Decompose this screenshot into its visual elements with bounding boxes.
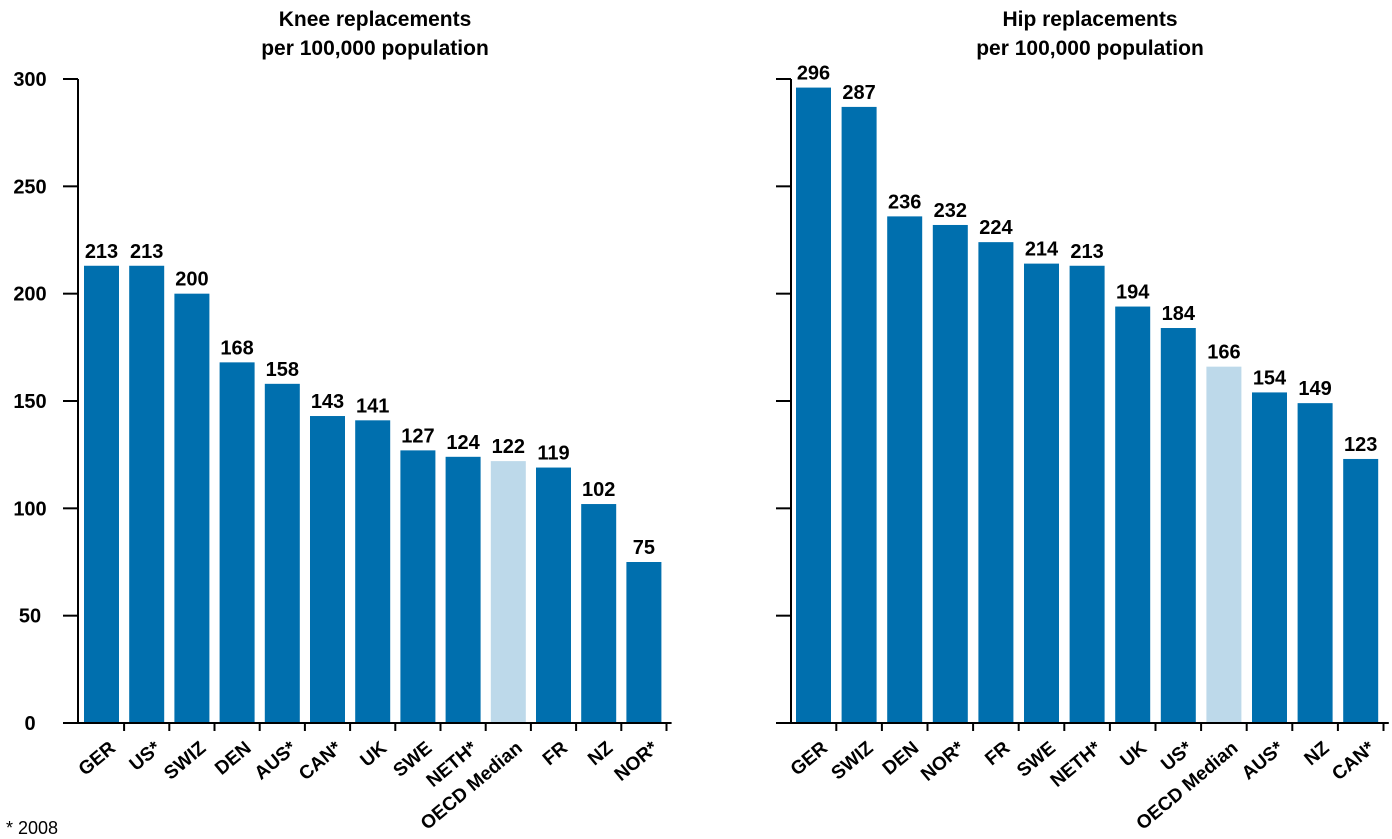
knee-y-tick-label: 100 bbox=[13, 498, 46, 520]
knee-y-tick-label: 0 bbox=[24, 713, 35, 735]
knee-value-label: 213 bbox=[130, 241, 163, 263]
knee-y-tick-label: 250 bbox=[13, 176, 46, 198]
hip-category-label: AUS* bbox=[1238, 737, 1288, 784]
knee-bar bbox=[536, 467, 571, 723]
knee-category-label: UK bbox=[357, 737, 392, 771]
hip-value-label: 296 bbox=[797, 63, 830, 85]
knee-bar bbox=[400, 450, 436, 723]
knee-bar bbox=[310, 416, 345, 723]
hip-bar bbox=[1252, 392, 1287, 723]
hip-value-label: 184 bbox=[1162, 303, 1196, 325]
hip-category-label: UK bbox=[1117, 737, 1152, 771]
knee-value-label: 127 bbox=[401, 425, 434, 447]
knee-y-tick-label: 150 bbox=[13, 391, 46, 413]
knee-category-label: US* bbox=[126, 737, 166, 775]
hip-bar bbox=[1115, 306, 1151, 723]
knee-value-label: 143 bbox=[311, 391, 344, 413]
hip-category-label: FR bbox=[981, 737, 1014, 770]
knee-bar bbox=[84, 265, 119, 723]
hip-category-label: NZ bbox=[1301, 737, 1334, 770]
knee-y-tick-label: 200 bbox=[13, 284, 46, 306]
hip-value-label: 232 bbox=[934, 200, 967, 222]
knee-category-label: FR bbox=[539, 737, 572, 770]
hip-value-label: 194 bbox=[1116, 282, 1150, 304]
hip-bar bbox=[887, 216, 923, 724]
hip-bar bbox=[1206, 366, 1242, 723]
hip-bar bbox=[1160, 328, 1196, 723]
hip-value-label: 224 bbox=[979, 217, 1013, 239]
knee-value-label: 213 bbox=[85, 241, 118, 263]
knee-value-label: 141 bbox=[356, 395, 389, 417]
hip-bar bbox=[932, 224, 968, 723]
hip-value-label: 214 bbox=[1025, 239, 1059, 261]
knee-value-label: 122 bbox=[492, 436, 525, 458]
knee-category-label: NOR* bbox=[611, 737, 663, 785]
hip-value-label: 154 bbox=[1253, 367, 1287, 389]
knee-bar bbox=[219, 362, 255, 723]
hip-category-label: NETH* bbox=[1047, 737, 1106, 791]
knee-bar bbox=[626, 562, 662, 723]
hip-category-label: GER bbox=[787, 737, 832, 780]
hip-value-label: 287 bbox=[842, 82, 875, 104]
knee-category-label: SWIZ bbox=[160, 737, 210, 784]
hip-value-label: 213 bbox=[1070, 241, 1103, 263]
hip-value-label: 149 bbox=[1298, 378, 1331, 400]
hip-category-label: DEN bbox=[879, 738, 923, 780]
knee-bar bbox=[355, 420, 391, 723]
hip-chart-title-line: Hip replacements bbox=[1002, 8, 1177, 31]
hip-bar bbox=[841, 106, 877, 723]
knee-value-label: 168 bbox=[220, 337, 253, 359]
knee-y-tick-label: 300 bbox=[13, 69, 46, 91]
knee-value-label: 200 bbox=[175, 269, 208, 291]
hip-value-label: 236 bbox=[888, 191, 921, 213]
knee-bar bbox=[129, 265, 165, 723]
knee-bar bbox=[445, 456, 481, 723]
knee-chart-title-line: Knee replacements bbox=[279, 8, 472, 31]
hip-bar bbox=[796, 87, 831, 723]
hip-bar bbox=[1343, 458, 1379, 723]
hip-category-label: NOR* bbox=[917, 737, 969, 785]
knee-bar bbox=[174, 293, 210, 723]
knee-category-label: CAN* bbox=[295, 737, 346, 785]
hip-category-label: SWIZ bbox=[828, 737, 878, 784]
footnote: * 2008 bbox=[6, 818, 59, 838]
hip-bar bbox=[1024, 263, 1059, 723]
knee-bar bbox=[581, 504, 617, 723]
hip-value-label: 166 bbox=[1207, 342, 1240, 364]
hip-bar bbox=[978, 242, 1014, 723]
hip-chart-title-line: per 100,000 population bbox=[976, 37, 1204, 60]
knee-chart-title-line: per 100,000 population bbox=[261, 37, 489, 60]
knee-category-label: NZ bbox=[584, 737, 617, 770]
knee-y-tick-label: 50 bbox=[19, 606, 41, 628]
knee-value-label: 75 bbox=[633, 537, 655, 559]
knee-value-label: 124 bbox=[446, 432, 480, 454]
hip-value-label: 123 bbox=[1344, 434, 1377, 456]
knee-category-label: DEN bbox=[211, 738, 255, 780]
knee-value-label: 158 bbox=[266, 359, 299, 381]
knee-category-label: GER bbox=[75, 737, 120, 780]
knee-value-label: 102 bbox=[582, 479, 615, 501]
knee-category-label: AUS* bbox=[251, 737, 301, 784]
knee-bar bbox=[264, 383, 300, 723]
hip-bar bbox=[1069, 265, 1105, 723]
hip-category-label: CAN* bbox=[1328, 737, 1379, 785]
knee-bar bbox=[490, 461, 526, 723]
hip-bar bbox=[1297, 403, 1333, 723]
knee-value-label: 119 bbox=[537, 443, 569, 465]
